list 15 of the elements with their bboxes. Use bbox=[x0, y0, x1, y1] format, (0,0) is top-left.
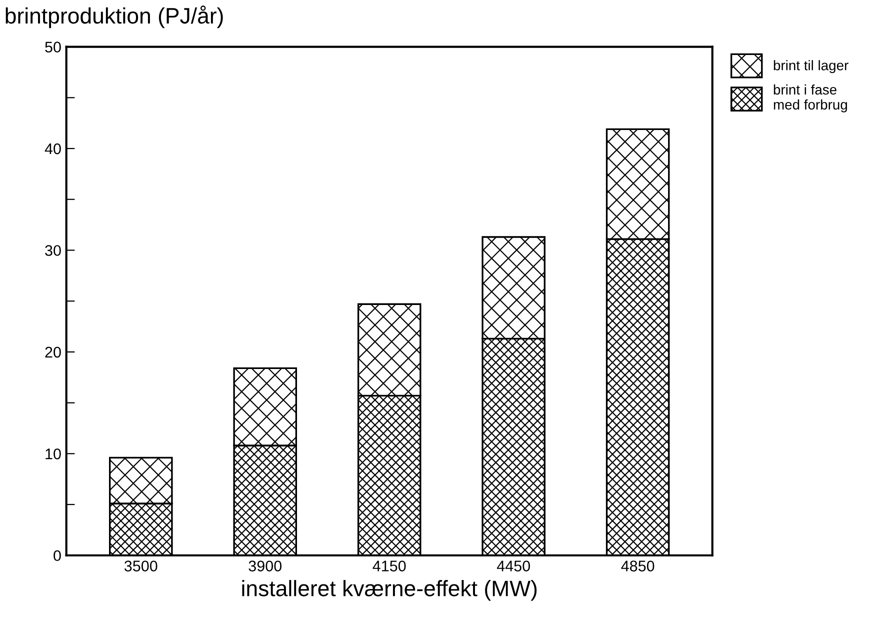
y-tick-label: 10 bbox=[46, 448, 61, 460]
y-tick-label: 50 bbox=[45, 42, 61, 52]
x-tick-label: 3500 bbox=[124, 560, 158, 572]
y-tick-label: 30 bbox=[45, 245, 61, 256]
x-tick-label: 4850 bbox=[621, 560, 654, 572]
x-tick-label: 3900 bbox=[248, 560, 282, 572]
chart-title: brintproduktion (PJ/år) bbox=[6, 6, 223, 28]
x-axis-title: installeret kværne-effekt (MW) bbox=[242, 580, 537, 601]
legend-label: brint til lager bbox=[774, 60, 848, 74]
y-tick-label: 0 bbox=[54, 550, 61, 562]
y-tick-label: 20 bbox=[45, 346, 61, 358]
legend-label: brint i fase med forbrug bbox=[774, 84, 847, 112]
x-tick-label: 4450 bbox=[496, 560, 530, 572]
y-tick-label: 40 bbox=[44, 143, 61, 154]
x-tick-label: 4150 bbox=[372, 560, 406, 572]
